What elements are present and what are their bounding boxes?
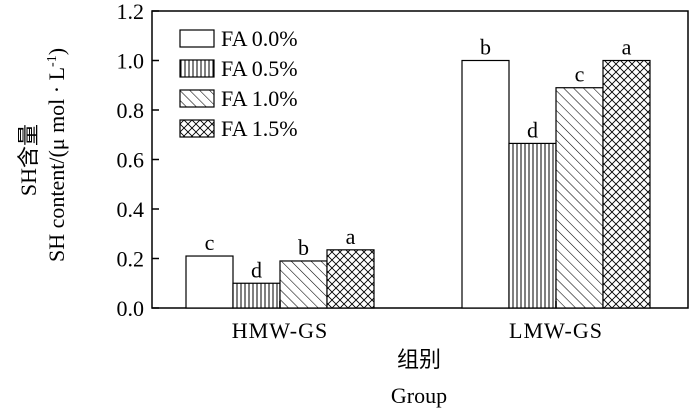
y-tick-label: 1.0: [117, 49, 145, 74]
y-axis-ticks: 0.0 0.2 0.4 0.6 0.8 1.0 1.2: [117, 0, 159, 321]
x-axis-title-en: Group: [391, 383, 447, 408]
bar: [279, 260, 328, 309]
x-category-label: LMW-GS: [509, 318, 603, 343]
legend-swatch: [179, 119, 215, 138]
bar: [461, 59, 510, 309]
significance-letter: b: [298, 235, 309, 260]
bar: [232, 282, 281, 309]
y-tick-label: 0.0: [117, 296, 145, 321]
legend-swatch: [179, 89, 215, 108]
legend-label: FA 1.5%: [221, 116, 298, 141]
significance-letter: d: [527, 117, 538, 142]
legend: FA 0.0% FA 0.5% FA 1.0% FA 1.5%: [179, 26, 298, 141]
bars: [185, 59, 651, 309]
x-axis-category-labels: HMW-GS LMW-GS: [232, 301, 603, 343]
significance-letter: a: [622, 35, 632, 60]
legend-swatch: [179, 29, 215, 48]
significance-letters: c d b a b d c a: [205, 35, 632, 283]
y-axis-title-en-close: ): [44, 48, 69, 55]
significance-letter: a: [346, 224, 356, 249]
y-tick-label: 0.4: [117, 197, 145, 222]
y-axis-title-cn: SH含量: [16, 124, 41, 196]
legend-swatch: [179, 59, 215, 78]
y-axis-title-en-sup: -1: [45, 55, 60, 67]
bar: [326, 249, 375, 309]
y-axis-title: SH含量 SH content/(μ mol · L-1): [16, 48, 69, 262]
bar: [508, 142, 557, 309]
x-axis-title-cn: 组别: [397, 347, 441, 372]
legend-label: FA 0.0%: [221, 26, 298, 51]
legend-label: FA 0.5%: [221, 56, 298, 81]
y-tick-label: 0.6: [117, 148, 145, 173]
bar: [555, 87, 604, 309]
y-tick-label: 1.2: [117, 0, 145, 24]
x-category-label: HMW-GS: [232, 318, 328, 343]
y-tick-label: 0.8: [117, 98, 145, 123]
significance-letter: c: [575, 62, 585, 87]
y-axis-title-en-main: SH content/(μ mol · L: [44, 67, 69, 262]
y-tick-label: 0.2: [117, 247, 145, 272]
legend-label: FA 1.0%: [221, 86, 298, 111]
bar: [602, 59, 651, 309]
bar: [185, 255, 234, 309]
y-axis-title-en: SH content/(μ mol · L-1): [44, 48, 69, 262]
significance-letter: b: [480, 35, 491, 60]
significance-letter: d: [251, 257, 262, 282]
significance-letter: c: [205, 230, 215, 255]
